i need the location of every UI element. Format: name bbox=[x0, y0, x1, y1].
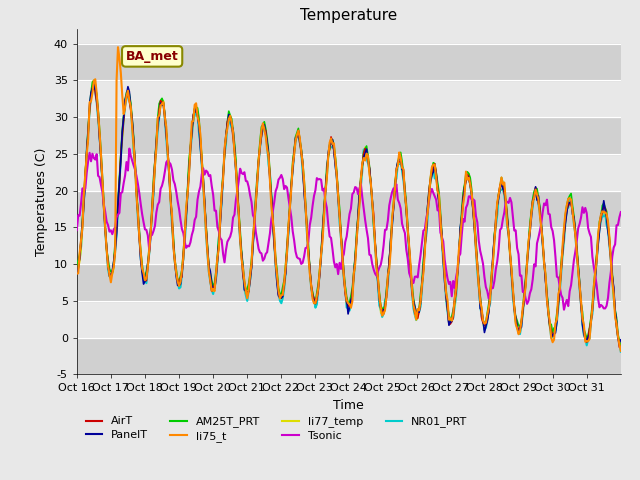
NR01_PRT bbox=[543, 294, 551, 300]
PanelT bbox=[617, 337, 625, 343]
NR01_PRT bbox=[73, 265, 81, 271]
li75_t bbox=[114, 44, 122, 50]
li77_temp bbox=[543, 292, 551, 298]
Legend: AirT, PanelT, AM25T_PRT, li75_t, li77_temp, Tsonic, NR01_PRT: AirT, PanelT, AM25T_PRT, li75_t, li77_te… bbox=[83, 413, 470, 445]
Title: Temperature: Temperature bbox=[300, 9, 397, 24]
Bar bbox=[77, 264, 621, 301]
NR01_PRT bbox=[614, 334, 622, 340]
NR01_PRT bbox=[617, 349, 625, 355]
AM25T_PRT bbox=[543, 290, 551, 296]
li77_temp bbox=[462, 177, 470, 183]
li77_temp bbox=[73, 267, 81, 273]
Line: li75_t: li75_t bbox=[77, 47, 621, 351]
Line: Tsonic: Tsonic bbox=[77, 149, 621, 310]
li75_t bbox=[354, 220, 362, 226]
AirT bbox=[93, 99, 100, 105]
li77_temp bbox=[110, 265, 118, 271]
AirT bbox=[110, 263, 118, 268]
PanelT bbox=[616, 340, 623, 346]
li77_temp bbox=[90, 80, 98, 85]
Bar bbox=[77, 191, 621, 228]
Tsonic bbox=[543, 197, 551, 203]
AM25T_PRT bbox=[90, 77, 98, 83]
Y-axis label: Temperatures (C): Temperatures (C) bbox=[35, 147, 48, 256]
PanelT bbox=[614, 335, 622, 341]
li75_t bbox=[614, 333, 622, 339]
PanelT bbox=[110, 258, 118, 264]
AirT bbox=[614, 334, 622, 340]
AirT bbox=[616, 344, 623, 350]
AM25T_PRT bbox=[354, 213, 362, 219]
li77_temp bbox=[93, 96, 100, 101]
AirT bbox=[462, 179, 470, 184]
li75_t bbox=[92, 76, 99, 82]
li75_t bbox=[462, 168, 470, 174]
AM25T_PRT bbox=[110, 259, 118, 264]
Bar bbox=[77, 301, 621, 337]
AM25T_PRT bbox=[73, 266, 81, 272]
Bar bbox=[77, 154, 621, 191]
PanelT bbox=[462, 176, 470, 181]
Bar bbox=[77, 117, 621, 154]
AM25T_PRT bbox=[93, 91, 100, 96]
Line: AM25T_PRT: AM25T_PRT bbox=[77, 80, 621, 346]
Tsonic bbox=[125, 146, 133, 152]
Line: PanelT: PanelT bbox=[77, 84, 621, 343]
Tsonic bbox=[616, 215, 623, 220]
Tsonic bbox=[617, 209, 625, 215]
NR01_PRT bbox=[110, 263, 118, 269]
AM25T_PRT bbox=[617, 343, 625, 349]
NR01_PRT bbox=[90, 81, 98, 87]
AM25T_PRT bbox=[462, 170, 470, 176]
li75_t bbox=[73, 271, 81, 276]
AirT bbox=[543, 297, 551, 302]
PanelT bbox=[354, 214, 362, 219]
Tsonic bbox=[73, 227, 81, 233]
Tsonic bbox=[560, 307, 568, 312]
Bar bbox=[77, 80, 621, 117]
PanelT bbox=[73, 271, 81, 276]
AirT bbox=[354, 215, 362, 221]
li75_t bbox=[108, 270, 116, 276]
Bar bbox=[77, 337, 621, 374]
Line: NR01_PRT: NR01_PRT bbox=[77, 84, 621, 352]
NR01_PRT bbox=[93, 99, 100, 105]
NR01_PRT bbox=[354, 218, 362, 224]
AirT bbox=[73, 267, 81, 273]
NR01_PRT bbox=[462, 178, 470, 183]
Bar bbox=[77, 44, 621, 80]
li77_temp bbox=[614, 334, 622, 340]
li75_t bbox=[617, 348, 625, 354]
Line: AirT: AirT bbox=[77, 84, 621, 347]
Text: BA_met: BA_met bbox=[125, 50, 179, 63]
AirT bbox=[617, 343, 625, 349]
Tsonic bbox=[92, 156, 99, 162]
li77_temp bbox=[354, 214, 362, 219]
Tsonic bbox=[108, 231, 116, 237]
li77_temp bbox=[617, 343, 625, 349]
X-axis label: Time: Time bbox=[333, 399, 364, 412]
Line: li77_temp: li77_temp bbox=[77, 83, 621, 346]
li75_t bbox=[543, 296, 551, 302]
Bar bbox=[77, 228, 621, 264]
Tsonic bbox=[462, 205, 470, 211]
Tsonic bbox=[354, 191, 362, 197]
PanelT bbox=[93, 96, 100, 101]
AirT bbox=[90, 81, 98, 87]
PanelT bbox=[92, 81, 99, 87]
AM25T_PRT bbox=[614, 331, 622, 337]
PanelT bbox=[543, 292, 551, 298]
